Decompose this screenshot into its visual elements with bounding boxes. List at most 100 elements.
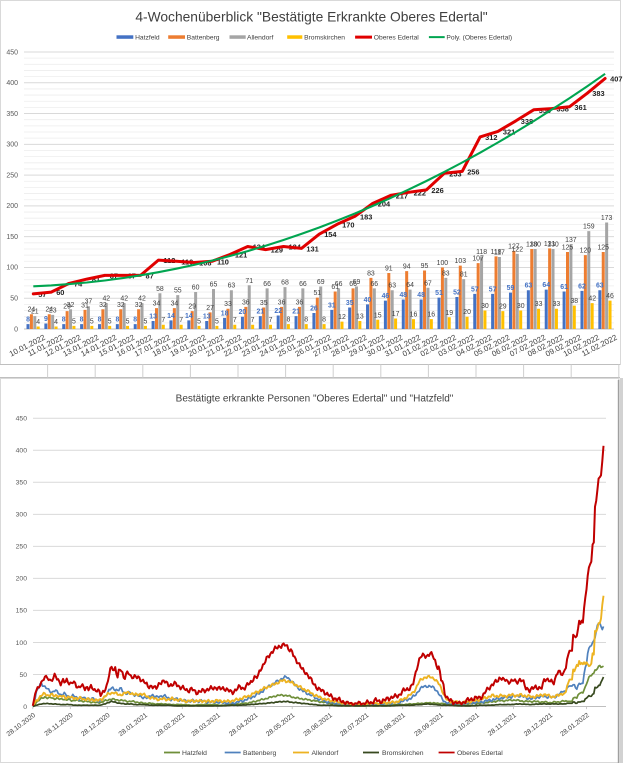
svg-text:63: 63 — [388, 283, 396, 290]
svg-text:66: 66 — [335, 281, 343, 288]
svg-text:8: 8 — [133, 317, 137, 324]
svg-text:450: 450 — [6, 49, 18, 56]
svg-text:400: 400 — [16, 448, 28, 455]
svg-text:16: 16 — [410, 312, 418, 319]
svg-text:7: 7 — [161, 317, 165, 324]
svg-text:30: 30 — [481, 303, 489, 310]
svg-text:256: 256 — [467, 167, 479, 176]
svg-text:8: 8 — [98, 317, 102, 324]
svg-text:29: 29 — [499, 304, 507, 311]
svg-text:4: 4 — [54, 319, 58, 326]
svg-text:18: 18 — [221, 310, 229, 317]
svg-text:103: 103 — [455, 258, 467, 265]
svg-text:61: 61 — [560, 284, 568, 291]
svg-text:15: 15 — [374, 312, 382, 319]
svg-text:34: 34 — [153, 301, 161, 308]
svg-text:36: 36 — [242, 299, 250, 306]
svg-text:5: 5 — [108, 318, 112, 325]
svg-text:63: 63 — [596, 283, 604, 290]
svg-text:183: 183 — [360, 212, 372, 221]
svg-text:Battenberg: Battenberg — [243, 750, 276, 757]
svg-text:69: 69 — [317, 279, 325, 286]
svg-text:Bromskirchen: Bromskirchen — [382, 750, 424, 757]
svg-text:107: 107 — [472, 256, 484, 263]
svg-text:Hatzfeld: Hatzfeld — [135, 35, 160, 42]
svg-text:7: 7 — [269, 317, 273, 324]
svg-text:8: 8 — [304, 317, 308, 324]
svg-text:200: 200 — [6, 203, 18, 210]
svg-text:33: 33 — [224, 301, 232, 308]
svg-text:13: 13 — [149, 314, 157, 321]
svg-text:8: 8 — [286, 317, 290, 324]
svg-text:14: 14 — [185, 313, 193, 320]
svg-text:91: 91 — [385, 266, 393, 273]
svg-text:300: 300 — [6, 142, 18, 149]
svg-text:95: 95 — [421, 263, 429, 270]
svg-text:58: 58 — [156, 286, 164, 293]
svg-text:5: 5 — [90, 318, 94, 325]
svg-text:13: 13 — [356, 314, 364, 321]
svg-text:65: 65 — [210, 282, 218, 289]
svg-text:37: 37 — [85, 299, 93, 306]
svg-text:21: 21 — [256, 309, 264, 316]
svg-text:130: 130 — [529, 242, 541, 249]
svg-text:226: 226 — [431, 186, 443, 195]
svg-text:52: 52 — [453, 290, 461, 297]
svg-text:150: 150 — [16, 608, 28, 615]
svg-text:51: 51 — [313, 290, 321, 297]
svg-text:66: 66 — [299, 281, 307, 288]
svg-text:71: 71 — [245, 278, 253, 285]
svg-text:Bestätigte erkrankte Personen: Bestätigte erkrankte Personen "Oberes Ed… — [176, 394, 454, 405]
svg-text:42: 42 — [588, 296, 596, 303]
svg-text:33: 33 — [535, 301, 543, 308]
svg-text:21: 21 — [31, 309, 39, 316]
svg-text:26: 26 — [310, 306, 318, 313]
svg-text:20: 20 — [463, 309, 471, 316]
svg-text:40: 40 — [364, 297, 372, 304]
svg-text:66: 66 — [263, 281, 271, 288]
svg-text:12: 12 — [338, 314, 346, 321]
svg-text:400: 400 — [6, 80, 18, 87]
svg-text:22: 22 — [274, 308, 282, 315]
svg-text:131: 131 — [306, 244, 318, 253]
svg-text:7: 7 — [233, 317, 237, 324]
svg-text:21: 21 — [292, 309, 300, 316]
svg-text:Oberes Edertal: Oberes Edertal — [457, 750, 503, 757]
svg-text:59: 59 — [507, 285, 515, 292]
svg-text:42: 42 — [120, 296, 128, 303]
svg-text:250: 250 — [6, 172, 18, 179]
svg-text:8: 8 — [80, 317, 84, 324]
svg-text:0: 0 — [23, 704, 27, 711]
svg-text:122: 122 — [512, 246, 524, 253]
svg-text:35: 35 — [346, 300, 354, 307]
svg-text:13: 13 — [203, 314, 211, 321]
svg-text:125: 125 — [597, 245, 609, 252]
svg-text:14: 14 — [167, 313, 175, 320]
svg-text:62: 62 — [578, 283, 586, 290]
svg-text:64: 64 — [406, 282, 414, 289]
svg-text:200: 200 — [16, 576, 28, 583]
svg-text:48: 48 — [399, 292, 407, 299]
svg-text:94: 94 — [403, 264, 411, 271]
svg-text:7: 7 — [179, 317, 183, 324]
svg-text:66: 66 — [370, 281, 378, 288]
svg-text:8: 8 — [26, 317, 30, 324]
svg-text:46: 46 — [382, 293, 390, 300]
svg-text:5: 5 — [126, 318, 130, 325]
svg-text:42: 42 — [138, 296, 146, 303]
svg-text:60: 60 — [192, 285, 200, 292]
svg-text:57: 57 — [471, 286, 479, 293]
svg-text:51: 51 — [435, 290, 443, 297]
svg-text:125: 125 — [562, 245, 574, 252]
svg-text:100: 100 — [16, 640, 28, 647]
svg-text:31: 31 — [328, 302, 336, 309]
svg-text:361: 361 — [574, 103, 586, 112]
svg-text:69: 69 — [353, 279, 361, 286]
svg-text:68: 68 — [281, 280, 289, 287]
svg-text:63: 63 — [228, 283, 236, 290]
svg-text:5: 5 — [215, 318, 219, 325]
svg-text:19: 19 — [445, 310, 453, 317]
svg-text:8: 8 — [322, 317, 326, 324]
svg-text:38: 38 — [570, 298, 578, 305]
svg-text:17: 17 — [392, 311, 400, 318]
